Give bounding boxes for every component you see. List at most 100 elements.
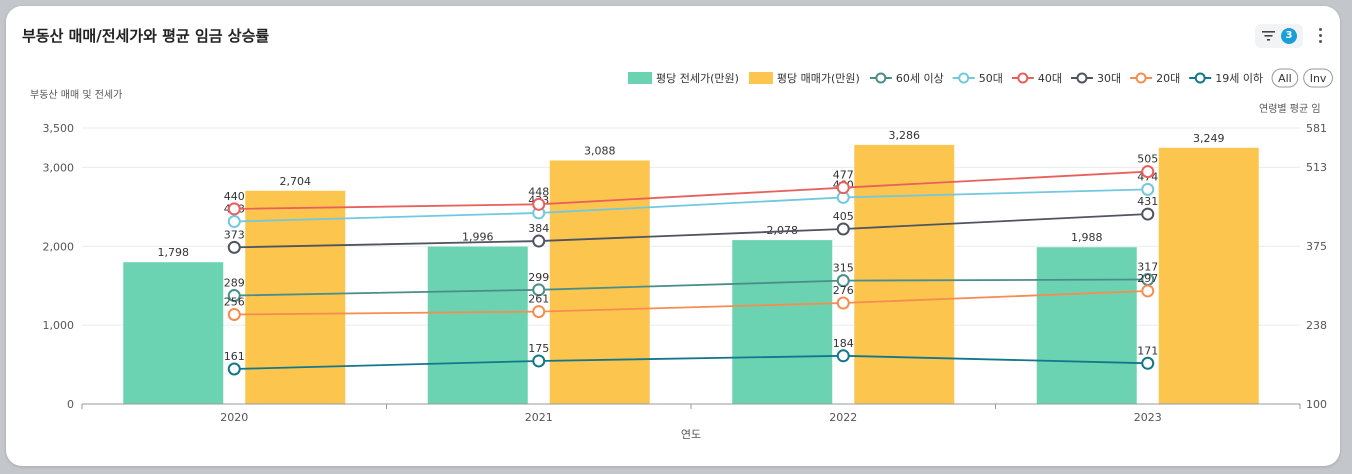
y2-tick-label: 100 [1306,398,1327,411]
line-data-label: 505 [1137,153,1158,166]
legend-marker [1076,72,1088,84]
y2-tick-label: 238 [1306,319,1327,332]
bar-data-label: 3,249 [1193,132,1225,145]
bar [549,160,650,404]
x-tick-label: 2022 [829,411,857,424]
line-data-label: 448 [528,185,549,198]
series-line [234,213,1148,249]
filter-icon [1262,31,1275,41]
line-data-label: 256 [224,295,245,308]
line-point [836,181,850,195]
line-point [836,349,850,363]
line-point [1141,284,1155,298]
y2-tick-label: 581 [1306,122,1327,135]
line-data-label: 276 [833,284,854,297]
line-point [227,202,241,216]
legend-marker [875,72,887,84]
legend-label: 19세 이하 [1215,71,1263,85]
legend-swatch [628,72,652,84]
line-point [1141,165,1155,179]
bar [854,144,955,404]
y-tick-label: 0 [67,398,74,411]
legend-label: 평당 매매가(만원) [777,72,860,85]
legend-invert-toggle-outline [1303,68,1333,88]
bar [427,246,528,404]
filter-button[interactable]: 3 [1255,24,1303,48]
line-point [532,354,546,368]
series-line [234,170,1148,210]
legend-label: 평당 전세가(만원) [656,72,739,85]
x-tick-label: 2021 [525,411,553,424]
more-dot-icon [1319,28,1322,31]
legend-invert-toggle[interactable]: Inv [1303,68,1333,88]
line-point [532,197,546,211]
line-data-label: 289 [224,277,245,290]
bar [1036,247,1137,404]
more-options-button[interactable] [1313,24,1329,48]
y2-axis-title: 연령별 평균 임 [1259,102,1321,115]
line-data-label: 431 [1137,195,1158,208]
y-tick-label: 3,500 [43,122,75,135]
y-axis-title: 부동산 매매 및 전세가 [30,89,122,101]
line-data-label: 297 [1137,272,1158,285]
line-point [836,222,850,236]
line-data-label: 261 [528,293,549,306]
line-point [532,283,546,297]
line-point [532,234,546,248]
legend-label: 50대 [979,72,1003,85]
y-tick-label: 1,000 [43,319,75,332]
legend-marker [958,72,970,84]
bar [123,262,224,404]
line-point [836,296,850,310]
line-data-label: 317 [1137,260,1158,273]
legend-invert-toggle-label: Inv [1310,72,1327,85]
more-dot-icon [1319,34,1322,37]
x-tick-label: 2023 [1134,411,1162,424]
line-data-label: 299 [528,271,549,284]
line-point [836,274,850,288]
line-point [227,240,241,254]
bar [1158,147,1259,404]
legend-label: 20대 [1156,72,1180,85]
line-data-label: 373 [224,228,245,241]
line-data-label: 440 [224,190,245,203]
line-point [1141,207,1155,221]
line-data-label: 405 [833,210,854,223]
y-tick-label: 3,000 [43,161,75,174]
legend-all-toggle-label: All [1278,72,1292,85]
legend-swatch [748,72,773,84]
x-axis-title: 연도 [681,428,701,441]
filter-count-badge: 3 [1281,28,1297,44]
line-point [1141,182,1155,196]
legend-all-toggle-outline [1271,68,1299,88]
line-data-label: 184 [833,337,854,350]
series-line [234,188,1148,223]
y2-tick-label: 375 [1306,240,1327,253]
legend-label: 60세 이상 [896,72,944,85]
legend-marker [1017,72,1029,84]
chart-card: 부동산 매매/전세가와 평균 임금 상승률 3 1,798 1,996 2,078 1… [6,6,1340,466]
bar-data-label: 1,996 [462,231,494,244]
line-data-label: 384 [528,222,549,235]
line-point [227,215,241,229]
line-point [1141,356,1155,370]
bar-data-label: 3,286 [889,129,921,142]
series-line [234,278,1148,297]
line-data-label: 161 [224,350,245,363]
legend-marker [1194,72,1206,84]
bar-data-label: 1,988 [1071,231,1103,244]
line-point [227,362,241,376]
bar-data-label: 3,088 [584,144,616,157]
more-dot-icon [1319,40,1322,43]
bar-data-label: 2,704 [280,175,312,188]
line-data-label: 171 [1137,344,1158,357]
bar [245,190,346,404]
legend-label: 30대 [1097,72,1121,85]
legend-all-toggle[interactable]: All [1271,68,1299,88]
series-line [234,290,1148,316]
line-point [532,305,546,319]
chart-title: 부동산 매매/전세가와 평균 임금 상승률 [22,27,270,45]
x-tick-label: 2020 [220,411,248,424]
line-data-label: 477 [833,169,854,182]
